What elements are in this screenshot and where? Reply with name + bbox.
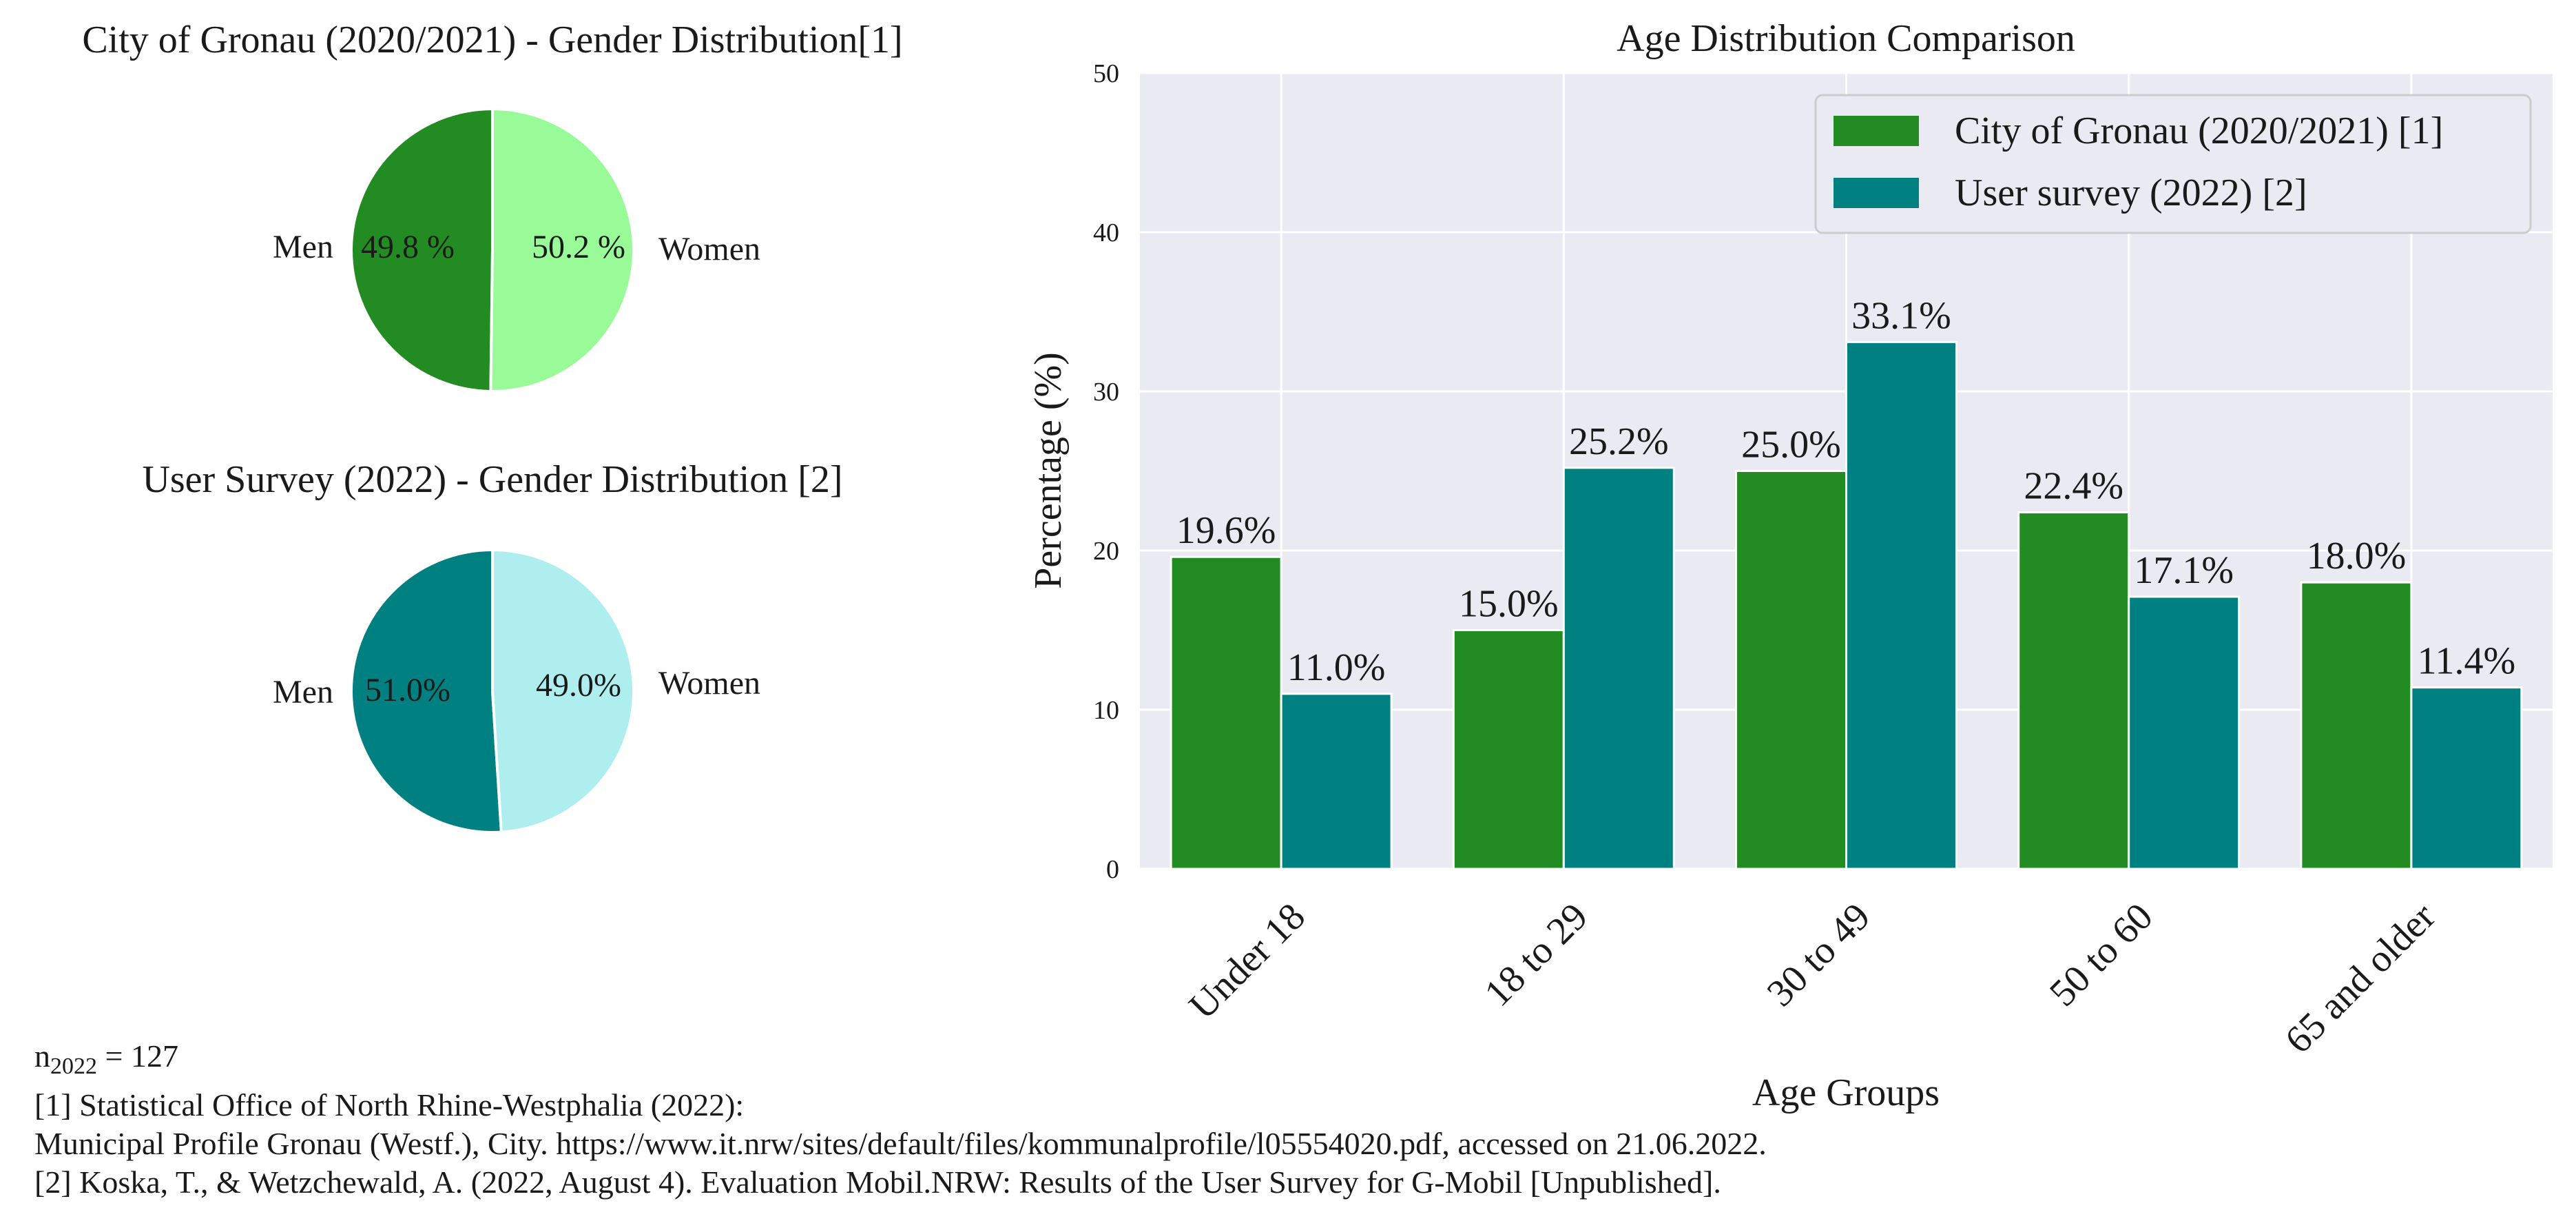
bar-value-label: 11.4%: [2418, 640, 2516, 683]
y-tick-label: 10: [1093, 696, 1119, 725]
pie-gronau-pct-men: 49.8 %: [361, 229, 455, 265]
bar-value-label: 25.2%: [1569, 420, 1669, 463]
pie-gronau-title: City of Gronau (2020/2021) - Gender Dist…: [82, 19, 902, 61]
pie-gronau-pct-women: 50.2 %: [532, 229, 625, 265]
bar-gronau: [1452, 629, 1565, 870]
legend-swatch-survey: [1834, 178, 1919, 208]
bar-value-label: 11.0%: [1287, 646, 1386, 689]
x-tick-label: 18 to 29: [1477, 895, 1597, 1015]
y-tick-label: 20: [1093, 537, 1119, 566]
pie-gronau-label-men: Men: [273, 229, 333, 265]
pie-survey-label-women: Women: [658, 665, 760, 701]
sample-size-note: n2022 = 127: [34, 1037, 2514, 1086]
y-axis-label: Percentage (%): [1027, 352, 1070, 589]
pie-survey-title: User Survey (2022) - Gender Distribution…: [142, 458, 842, 501]
x-axis-label: Age Groups: [1752, 1071, 1940, 1114]
pie-survey-pct-men: 51.0%: [365, 672, 450, 708]
sample-size-subscript: 2022: [50, 1054, 97, 1080]
bar-survey: [1562, 466, 1675, 870]
footnotes: n2022 = 127 [1] Statistical Office of No…: [34, 1037, 2514, 1202]
bar-value-label: 19.6%: [1176, 509, 1276, 552]
legend-swatch-gronau: [1834, 116, 1919, 146]
sample-size-value: = 127: [97, 1038, 178, 1074]
reference-1-line-1: [1] Statistical Office of North Rhine-We…: [34, 1087, 745, 1123]
bar-value-label: 22.4%: [2024, 465, 2123, 508]
bar-survey: [2128, 595, 2241, 870]
bar-survey: [2410, 686, 2523, 870]
bar-value-label: 18.0%: [2307, 535, 2407, 577]
pie-survey-label-men: Men: [273, 674, 333, 710]
bar-value-label: 25.0%: [1741, 424, 1841, 466]
legend-label-gronau: City of Gronau (2020/2021) [1]: [1955, 110, 2443, 152]
pie-survey-slice-women: [491, 548, 636, 834]
bar-survey: [1280, 692, 1393, 870]
y-tick-label: 30: [1093, 378, 1119, 407]
bar-chart-title: Age Distribution Comparison: [1617, 17, 2075, 60]
x-tick-label: 30 to 49: [1759, 895, 1879, 1015]
legend-box: [1814, 94, 2532, 234]
bar-value-label: 15.0%: [1459, 583, 1559, 626]
bar-gronau: [2300, 581, 2413, 870]
bar-gronau: [1735, 470, 1847, 870]
x-tick-label: Under 18: [1181, 895, 1313, 1027]
sample-size-prefix: n: [34, 1038, 50, 1074]
y-tick-label: 40: [1093, 218, 1119, 247]
bar-value-label: 33.1%: [1851, 294, 1951, 337]
bar-gronau: [2017, 511, 2130, 870]
pie-gronau-label-women: Women: [658, 231, 760, 267]
bar-value-label: 17.1%: [2134, 549, 2234, 592]
reference-1-line-2: Municipal Profile Gronau (Westf.), City.…: [34, 1126, 1767, 1162]
pie-gronau-slice-women: [489, 107, 635, 393]
legend: City of Gronau (2020/2021) [1] User surv…: [1814, 94, 2532, 234]
reference-2: [2] Koska, T., & Wetzchewald, A. (2022, …: [34, 1164, 1721, 1200]
pie-survey-slice-men: [350, 548, 503, 834]
bar-survey: [1845, 340, 1957, 870]
pie-gronau-slice-men: [349, 107, 494, 393]
y-tick-label: 0: [1106, 855, 1119, 884]
x-tick-label: 50 to 60: [2042, 895, 2161, 1015]
pie-survey-pct-women: 49.0%: [536, 667, 621, 704]
bar-gronau: [1170, 555, 1282, 870]
pie-chart-survey: User Survey (2022) - Gender Distribution…: [142, 458, 843, 834]
pie-chart-gronau: City of Gronau (2020/2021) - Gender Dist…: [82, 19, 903, 393]
y-tick-label: 50: [1093, 59, 1119, 88]
legend-label-survey: User survey (2022) [2]: [1955, 172, 2307, 214]
bar-chart-age: Age Distribution Comparison 19.6% 15.0% 25…: [1027, 17, 2553, 1114]
